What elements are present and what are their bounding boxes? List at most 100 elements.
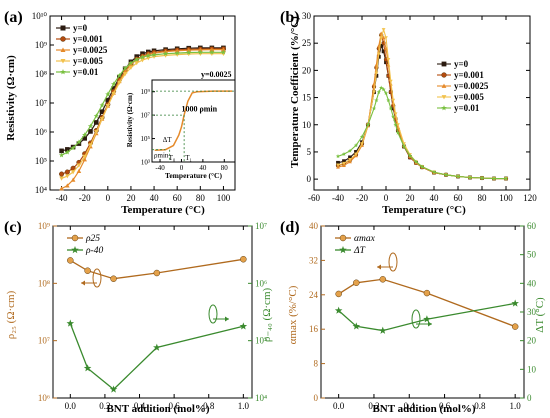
- panel-a-point: [116, 72, 122, 78]
- panel-c-point: [109, 385, 118, 393]
- panel-b-xtick-label: 0: [384, 193, 389, 203]
- panel-d-point: [379, 276, 387, 283]
- panel-c-point: [84, 267, 91, 274]
- panel-b-xtick-label: 120: [523, 193, 537, 203]
- panel-b-point: [353, 143, 359, 148]
- panel-b-legend-label: y=0.005: [454, 92, 484, 102]
- panel-a-point: [128, 65, 134, 70]
- panel-b-plot-frame: [313, 15, 531, 191]
- panel-b-legend-label: y=0: [454, 59, 469, 69]
- panel-d-ytick-right-label: 10: [527, 364, 537, 374]
- panel-a-point: [134, 61, 140, 66]
- panel-b-point: [371, 106, 377, 111]
- panel-b-point: [407, 153, 413, 158]
- panel-b-xtick-label: 80: [478, 193, 488, 203]
- panel-b-point: [393, 122, 398, 127]
- panel-c-point: [239, 322, 248, 330]
- panel-a-ytick-label: 10⁴: [35, 185, 47, 195]
- panel-b-ytick-label: 15: [302, 93, 312, 103]
- panel-b-point: [376, 52, 381, 56]
- panel-a-ytick-label: 10⁷: [35, 98, 47, 108]
- panel-b-xtick-label: 40: [430, 193, 440, 203]
- panel-b-point: [455, 174, 461, 179]
- panel-c-point: [66, 319, 75, 327]
- panel-a-point: [99, 117, 105, 122]
- panel-b-ytick-label: 0: [307, 174, 312, 184]
- panel-b-series-line: [337, 87, 506, 180]
- panel-b-ytick-label: 10: [302, 120, 312, 130]
- panel-a-point: [70, 170, 76, 175]
- panel-c-ylabel-left: ρ₂₅ (Ω·cm): [5, 290, 17, 339]
- panel-d-ytick-left-label: 32: [309, 255, 318, 265]
- panel-a-legend-marker: [60, 69, 66, 75]
- panel-c-ylabel-right: ρ₋₄₀ (Ω·cm): [261, 288, 273, 343]
- panel-a-xlabel: Temperature (°C): [121, 204, 205, 216]
- panel-a-point: [220, 49, 227, 55]
- panel-c-xtick-label: 0.6: [169, 401, 181, 411]
- panel-b-point: [391, 98, 396, 103]
- panel-a-point: [88, 129, 93, 134]
- panel-b-point: [336, 163, 340, 167]
- panel-a-point: [209, 47, 215, 52]
- panel-d-right-axis-indicator: [411, 309, 421, 329]
- panel-label-c: (c): [4, 219, 22, 236]
- panel-a-xtick-label: 60: [173, 193, 183, 203]
- panel-d-point: [353, 279, 360, 287]
- panel-a-inset-xtick-label: 80: [221, 164, 229, 172]
- panel-a-point: [76, 141, 82, 146]
- panel-a-legend-marker: [60, 59, 66, 64]
- panel-a-point: [93, 113, 99, 119]
- panel-a-xtick-label: 20: [126, 193, 136, 203]
- panel-b-point: [384, 36, 388, 40]
- panel-a-inset-xtick-label: -40: [155, 164, 165, 172]
- panel-b-xtick-label: 60: [454, 193, 464, 203]
- panel-c-ytick-right-label: 10⁷: [255, 221, 267, 231]
- panel-label-d: (d): [280, 219, 300, 236]
- panel-d-ylabel-left: αmax (%/°C): [287, 285, 299, 344]
- panel-a-point: [82, 154, 87, 159]
- panel-a-inset-xtick-label: 0: [180, 164, 184, 172]
- panel-c-xtick-label: 0.2: [99, 401, 110, 411]
- panel-b-point: [335, 154, 341, 159]
- panel-b-point: [491, 176, 497, 181]
- panel-b-point: [336, 165, 340, 169]
- panel-a-point: [70, 145, 76, 151]
- panel-c-legend-marker: [71, 234, 79, 242]
- panel-b-point: [443, 172, 449, 177]
- panel-label-b: (b): [280, 9, 300, 26]
- panel-b-point: [381, 49, 386, 54]
- panel-a-point: [65, 174, 70, 179]
- panel-a-inset-ytick-label: 10³: [141, 159, 150, 167]
- panel-d-legend-marker: [339, 234, 347, 242]
- panel-c-right-axis-indicator: [208, 304, 218, 324]
- panel-b-series-line: [337, 31, 506, 180]
- panel-d-xtick-label: 0.2: [368, 401, 379, 411]
- panel-a-legend-marker: [60, 25, 66, 31]
- panel-d-ytick-right-label: 50: [527, 250, 537, 260]
- panel-b-point: [365, 122, 371, 127]
- panel-c-xtick-label: 0.4: [134, 401, 146, 411]
- panel-c-ytick-left-label: 10⁶: [38, 393, 50, 403]
- panel-b-legend-marker: [441, 95, 447, 100]
- panel-a-point: [128, 60, 134, 66]
- panel-d-legend-label: αmax: [354, 234, 376, 244]
- panel-a-point: [111, 86, 116, 91]
- panel-d-left-axis-indicator-arrow-head: [377, 264, 381, 270]
- panel-b-point: [379, 44, 384, 48]
- panel-d-xlabel: BNT addition (mol%): [372, 403, 475, 415]
- panel-a-xtick-label: 0: [106, 193, 111, 203]
- panel-c-point: [83, 364, 92, 372]
- panel-a-point: [64, 169, 70, 175]
- panel-d-xtick-label: 0.6: [439, 401, 451, 411]
- panel-b-point: [391, 114, 396, 119]
- panel-a-point: [105, 104, 111, 109]
- panel-c-xtick-label: 1.0: [238, 401, 250, 411]
- panel-a-point: [151, 52, 157, 58]
- panel-a-point: [110, 81, 117, 87]
- panel-b-point: [413, 159, 419, 164]
- panel-a-point: [82, 132, 88, 138]
- panel-b-legend-marker: [441, 105, 447, 111]
- panel-c: 0.0 0.2 0.4 0.6 0.8 1.0 10⁶ 10⁷ 10⁸ 10⁹ 10⁴ 10⁵ 10⁶ 1…: [38, 221, 267, 411]
- panel-b-point: [381, 28, 386, 32]
